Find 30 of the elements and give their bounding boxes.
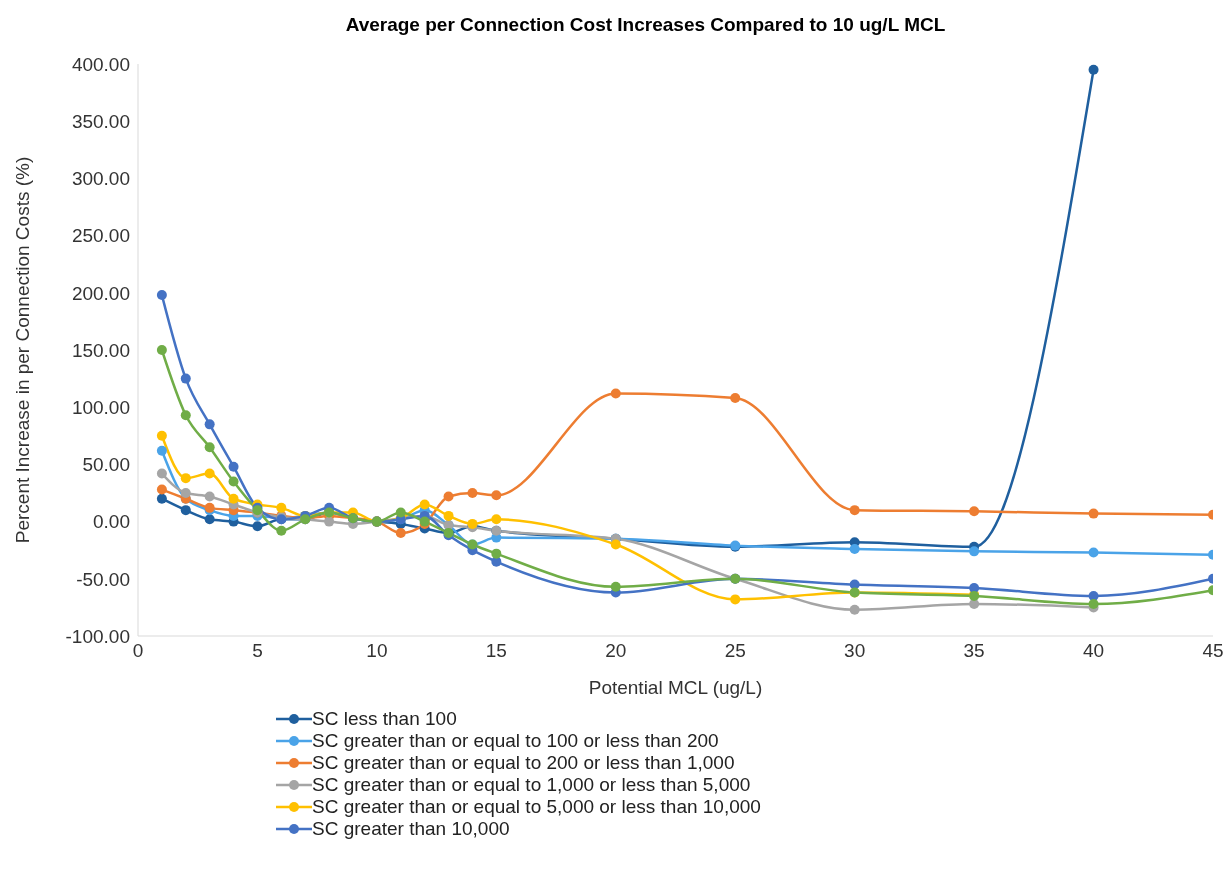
x-tick-label: 25 — [724, 640, 746, 662]
y-tick-label: 150.00 — [71, 339, 130, 361]
x-tick-label: 15 — [485, 640, 507, 662]
y-tick-label: -100.00 — [65, 625, 130, 647]
y-axis-title: Percent Increase in per Connection Costs (%) — [11, 156, 33, 544]
y-tick-label: 400.00 — [71, 53, 130, 75]
legend-label: SC greater than or equal to 1,000 or less than 5,000 — [312, 774, 751, 796]
legend-label: SC greater than 10,000 — [312, 818, 510, 840]
x-tick-label: 10 — [366, 640, 388, 662]
x-tick-label: 20 — [605, 640, 627, 662]
x-tick-label: 40 — [1082, 640, 1105, 662]
y-tick-label: 200.00 — [71, 282, 130, 304]
x-tick-label: 45 — [1202, 640, 1224, 662]
legend-label: SC less than 100 — [312, 708, 457, 730]
y-tick-label: 300.00 — [71, 168, 130, 190]
legend-label: SC greater than or equal to 200 or less than 1,000 — [312, 752, 735, 774]
x-tick-label: 0 — [132, 640, 144, 662]
y-tick-label: 0.00 — [93, 511, 130, 533]
legend-label: SC greater than or equal to 5,000 or less than 10,000 — [312, 796, 761, 818]
x-axis-title: Potential MCL (ug/L) — [588, 677, 763, 698]
x-tick-label: 35 — [963, 640, 985, 662]
x-tick-label: 5 — [252, 640, 263, 662]
legend-label: SC greater than or equal to 100 or less than 200 — [312, 730, 719, 752]
y-tick-label: -50.00 — [76, 568, 130, 590]
y-tick-label: 100.00 — [71, 396, 130, 418]
y-tick-label: 250.00 — [71, 225, 130, 247]
y-tick-label: 50.00 — [82, 454, 130, 476]
x-tick-label: 30 — [844, 640, 866, 662]
y-tick-label: 350.00 — [71, 110, 130, 132]
chart-title: Average per Connection Cost Increases Compared to 10 ug/L MCL — [344, 14, 947, 36]
